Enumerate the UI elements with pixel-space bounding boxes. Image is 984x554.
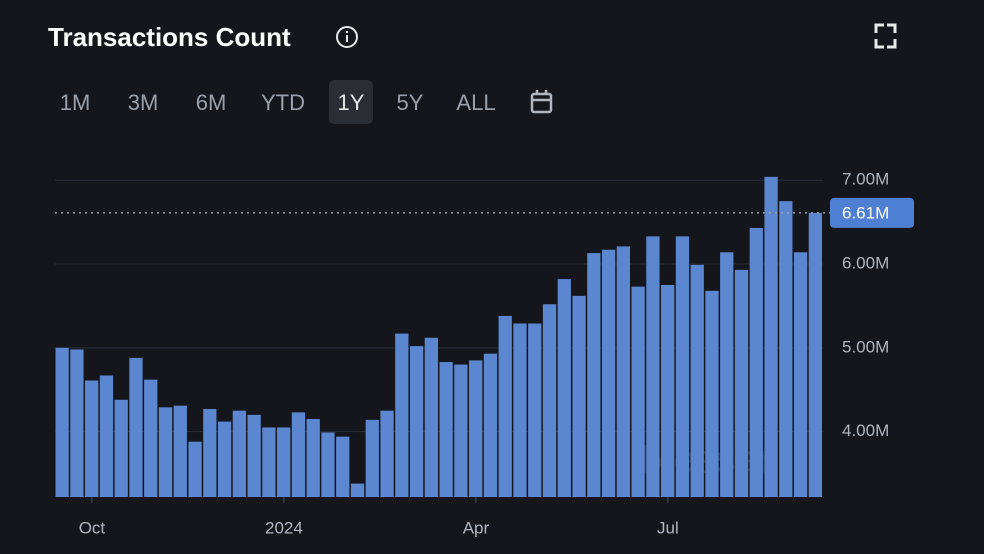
x-tick-label: Oct <box>79 518 106 537</box>
range-button[interactable]: 1Y <box>338 90 365 115</box>
bar <box>690 264 704 497</box>
bar <box>557 279 571 497</box>
bar <box>572 295 586 497</box>
range-button[interactable]: ALL <box>456 90 495 115</box>
y-tick-label: 4.00M <box>842 421 889 440</box>
bar <box>217 421 232 497</box>
x-tick-label: Jul <box>657 518 679 537</box>
bar <box>291 412 306 497</box>
bar <box>734 269 749 497</box>
x-tick-label: Apr <box>463 518 490 537</box>
bar <box>409 346 424 497</box>
bar <box>365 419 379 497</box>
bar <box>542 304 557 497</box>
y-tick-label: 5.00M <box>842 337 889 356</box>
bar <box>793 252 808 497</box>
range-button[interactable]: YTD <box>261 90 305 115</box>
range-button[interactable]: 3M <box>128 90 159 115</box>
bar <box>232 410 246 497</box>
bar <box>424 337 438 497</box>
bar <box>350 483 365 497</box>
bar <box>336 436 350 497</box>
bar <box>262 427 276 497</box>
bar <box>601 249 616 497</box>
info-icon[interactable] <box>336 26 358 48</box>
bar <box>395 333 409 497</box>
bar <box>661 284 675 497</box>
y-tick-label: 7.00M <box>842 170 889 189</box>
bar <box>749 227 763 497</box>
bar <box>99 375 114 497</box>
bar <box>158 407 173 497</box>
bar <box>380 410 394 497</box>
bar <box>85 380 99 497</box>
range-button[interactable]: 5Y <box>397 90 424 115</box>
bar <box>439 362 453 497</box>
bar <box>616 246 630 497</box>
bar <box>144 379 158 497</box>
bar <box>247 414 261 497</box>
bar <box>513 323 527 497</box>
selected-range-bg <box>329 80 373 124</box>
bar <box>528 323 542 497</box>
bar <box>483 353 498 497</box>
bar <box>203 409 217 497</box>
bar <box>454 364 468 497</box>
bar <box>720 252 734 497</box>
bar <box>587 253 601 497</box>
current-value-box <box>830 197 914 228</box>
y-tick-label: 6.00M <box>842 253 889 272</box>
bar <box>321 432 335 497</box>
bar <box>55 347 69 497</box>
bar <box>498 315 512 497</box>
bar <box>705 290 719 497</box>
bar <box>114 399 128 497</box>
bar <box>277 427 291 497</box>
fullscreen-icon[interactable] <box>874 23 897 49</box>
bar <box>306 419 320 497</box>
bar <box>469 360 483 497</box>
x-tick-label: 2024 <box>265 518 303 537</box>
bar <box>779 201 793 497</box>
calendar-icon[interactable] <box>530 90 553 114</box>
title: Transactions Count <box>48 22 291 52</box>
bar <box>646 236 660 497</box>
bar <box>631 286 645 497</box>
bar <box>173 405 187 497</box>
bar <box>808 212 822 497</box>
bar <box>70 349 84 497</box>
current-value-label: 6.61M <box>842 203 889 222</box>
bar <box>129 357 143 497</box>
bar <box>675 236 690 497</box>
range-button[interactable]: 1M <box>60 90 91 115</box>
bar <box>188 441 202 497</box>
range-button[interactable]: 6M <box>196 90 227 115</box>
bar <box>764 176 778 497</box>
